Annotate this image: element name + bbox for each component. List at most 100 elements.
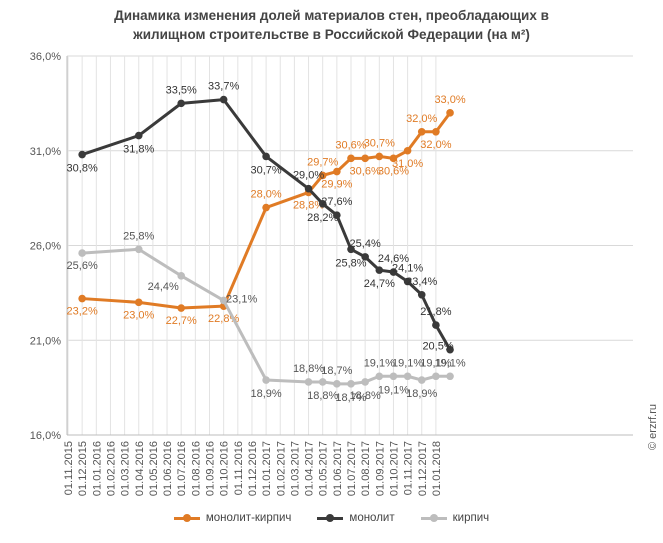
data-point: [78, 150, 86, 159]
x-tick-label: 01.05.2017: [318, 441, 330, 496]
chart-title: Динамика изменения долей материалов стен…: [0, 6, 663, 44]
data-point: [389, 268, 398, 276]
x-tick-label: 01.07.2016: [176, 441, 188, 496]
data-point: [389, 154, 398, 163]
x-tick-label: 01.12.2017: [417, 441, 429, 496]
data-label: 31,8%: [123, 144, 154, 156]
x-tick-label: 01.10.2016: [219, 441, 231, 496]
legend-item-kirpich[interactable]: кирпич: [420, 512, 489, 524]
data-point: [403, 277, 412, 286]
data-point: [177, 99, 185, 108]
x-tick-label: 01.08.2016: [190, 441, 202, 496]
data-point: [403, 372, 412, 381]
data-label: 18,7%: [335, 392, 366, 404]
x-tick-label: 01.03.2017: [289, 441, 301, 496]
legend-label: монолит: [349, 512, 395, 524]
legend-swatch-dark: [317, 513, 344, 523]
x-tick-label: 01.08.2017: [360, 441, 372, 496]
legend-item-monolit-kirpich[interactable]: монолит-кирпич: [173, 512, 291, 524]
data-point: [347, 245, 355, 254]
data-point: [177, 272, 185, 280]
legend-item-monolit[interactable]: монолит: [317, 512, 395, 524]
x-tick-label: 01.09.2017: [374, 441, 386, 496]
x-tick-label: 01.04.2017: [304, 441, 316, 496]
data-point: [219, 296, 228, 305]
x-tick-label: 01.07.2017: [346, 441, 358, 496]
data-label: 24,4%: [148, 281, 179, 293]
data-point: [333, 211, 341, 219]
data-point: [403, 146, 412, 155]
data-point: [375, 152, 384, 161]
data-point: [347, 380, 355, 388]
data-point: [318, 171, 327, 180]
x-tick-label: 01.02.2017: [275, 441, 287, 496]
data-point: [304, 184, 313, 193]
y-tick-label: 26,0%: [30, 241, 61, 253]
data-label: 32,0%: [420, 139, 451, 151]
data-label: 30,6%: [350, 165, 381, 177]
data-point: [219, 95, 228, 104]
data-label: 23,4%: [406, 276, 437, 288]
series-1: 30,8% 31,8% 33,5% 33,7% 30,7% 29,0% 28,2% 27,6%…: [67, 81, 454, 354]
y-tick-label: 36,0%: [30, 51, 61, 63]
data-label: 23,2%: [67, 306, 98, 318]
data-label: 33,7%: [208, 81, 239, 93]
data-label: 20,5%: [422, 341, 453, 353]
y-tick-label: 21,0%: [30, 335, 61, 347]
data-point: [78, 249, 86, 257]
data-label: 23,0%: [123, 309, 154, 321]
x-tick-label: 01.06.2016: [162, 441, 174, 496]
series-2: 25,6%25,8%24,4%23,1%18,9%18,8%18,8%18,7%…: [67, 230, 466, 404]
x-tick-label: 01.05.2016: [148, 441, 160, 496]
data-point: [361, 378, 369, 386]
data-label: 28,0%: [250, 189, 281, 201]
data-label: 28,8%: [293, 199, 324, 211]
data-label: 18,8%: [307, 390, 338, 402]
data-label: 29,9%: [321, 179, 352, 191]
data-label: 24,7%: [364, 278, 395, 290]
data-label: 29,0%: [293, 170, 324, 182]
data-label: 19,1%: [392, 357, 423, 369]
x-tick-label: 01.11.2017: [403, 441, 415, 495]
data-point: [262, 376, 270, 384]
data-point: [361, 253, 369, 261]
data-label: 33,5%: [166, 84, 197, 96]
series-line: [81, 98, 452, 351]
x-tick-label: 01.12.2015: [77, 441, 89, 496]
data-point: [347, 154, 355, 163]
data-label: 27,6%: [321, 196, 352, 208]
data-label: 24,6%: [378, 253, 409, 265]
data-point: [417, 290, 426, 299]
data-label: 25,6%: [67, 260, 98, 272]
data-point: [134, 245, 143, 254]
data-point: [446, 109, 454, 117]
x-tick-label: 01.02.2016: [105, 441, 117, 496]
data-label: 30,7%: [250, 164, 281, 176]
data-point: [417, 376, 426, 384]
data-label: 25,4%: [350, 238, 381, 250]
x-tick-label: 01.01.2018: [431, 441, 443, 496]
data-point: [361, 154, 369, 163]
legend-swatch-gray: [420, 513, 447, 523]
data-label: 33,0%: [434, 94, 465, 106]
data-point: [262, 203, 270, 212]
chart-title-line-2: жилищном строительстве в Российской Феде…: [133, 27, 530, 42]
data-label: 18,7%: [321, 365, 352, 377]
data-label: 19,1%: [364, 357, 395, 369]
y-tick-label: 31,0%: [30, 146, 61, 158]
x-tick-label: 01.03.2016: [120, 441, 132, 496]
data-label: 18,8%: [293, 363, 324, 375]
data-label: 25,8%: [123, 230, 154, 242]
data-label: 19,1%: [434, 357, 465, 369]
data-point: [446, 345, 454, 354]
data-label: 30,8%: [67, 163, 98, 175]
data-point: [432, 321, 440, 329]
data-point: [432, 128, 440, 136]
data-point: [333, 380, 341, 388]
series-0: 23,2% 23,0% 22,7% 22,8%28,0%28,8%29,7%29,9%…: [67, 94, 466, 327]
data-label: 23,1%: [226, 293, 257, 305]
data-label: 18,8%: [350, 390, 381, 402]
data-point: [304, 378, 313, 386]
data-point: [375, 372, 384, 381]
